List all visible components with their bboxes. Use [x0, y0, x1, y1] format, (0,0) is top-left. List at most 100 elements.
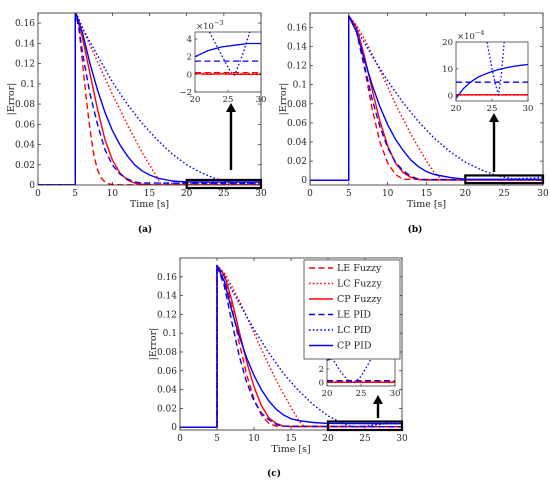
inset-y-tick-label: −2 — [179, 88, 192, 98]
y-tick-label: 0.1 — [21, 80, 35, 90]
y-tick-label: 0.1 — [293, 81, 307, 91]
panel-caption: (b) — [408, 224, 423, 235]
series-line-lc-pid — [38, 13, 261, 185]
y-tick-label: 0.08 — [15, 100, 35, 110]
x-tick-label: 5 — [214, 434, 220, 444]
series-group — [310, 15, 543, 181]
legend-label: LE Fuzzy — [337, 263, 382, 274]
inset-exponent-base: ×10 — [196, 22, 214, 32]
inset-series-line-cp-pid — [456, 63, 528, 99]
x-tick-label: 20 — [460, 189, 472, 199]
series-group — [38, 13, 261, 185]
zoom-arrow-head — [489, 113, 499, 122]
y-tick-label: 0.14 — [157, 292, 177, 302]
inset-exponent-label: ×10−4 — [457, 29, 485, 42]
inset-x-tick-label: 20 — [322, 389, 333, 399]
y-tick-label: 0.14 — [15, 39, 35, 49]
y-tick-label: 0.14 — [287, 42, 307, 52]
series-line-lc-pid — [310, 15, 543, 181]
inset-x-tick-label: 25 — [356, 389, 367, 399]
x-tick-label: 0 — [307, 189, 313, 199]
y-tick-label: 0.06 — [287, 119, 307, 129]
x-tick-label: 15 — [421, 189, 433, 199]
inset-y-tick-label: 10 — [442, 65, 453, 75]
y-tick-label: 0.02 — [157, 404, 177, 414]
y-tick-label: 0.1 — [163, 329, 177, 339]
x-tick-label: 10 — [382, 189, 394, 199]
y-tick-label: 0.16 — [287, 23, 307, 33]
x-tick-label: 30 — [255, 189, 267, 199]
legend-label: LC PID — [337, 325, 372, 336]
x-tick-label: 10 — [248, 434, 260, 444]
panel-b: 0 5 10 15 20 25 30 0 0.02 0.04 0.06 0.08 0.1 0.12 0.14… — [278, 12, 549, 235]
inset-x-tick-label: 20 — [190, 95, 201, 105]
inset-x-tick-label: 25 — [487, 104, 498, 114]
inset-exponent-power: −4 — [475, 29, 485, 37]
y-tick-label: 0.06 — [157, 367, 177, 377]
zoom-arrow-head — [373, 395, 383, 404]
inset-y-tick-label: 2 — [319, 365, 324, 375]
inset-x-tick-label: 25 — [223, 95, 234, 105]
legend-label: CP Fuzzy — [337, 294, 382, 305]
y-axis-label: |Error| — [148, 328, 159, 361]
y-tick-label: 0.04 — [287, 138, 307, 148]
panel-caption: (a) — [138, 224, 152, 235]
x-tick-label: 15 — [144, 189, 156, 199]
series-line-cp-pid — [180, 264, 402, 428]
y-tick-label: 0.12 — [157, 310, 177, 320]
zoom-region-box — [326, 420, 404, 432]
y-tick-label: 0.12 — [287, 62, 307, 72]
inset-y-tick-label: 0 — [319, 379, 324, 389]
y-tick-label: 0.12 — [15, 60, 35, 70]
inset-y-tick-label: 4 — [187, 35, 192, 45]
y-axis-label: |Error| — [278, 83, 289, 116]
y-tick-label: 0.02 — [15, 161, 35, 171]
inset-series-group — [195, 32, 261, 76]
series-line-le-fuzzy — [38, 13, 261, 185]
panel-c: 0 5 10 15 20 25 3000.020.040.060.080.10.120.14… — [148, 257, 408, 479]
inset-y-tick-label: 0 — [187, 70, 192, 80]
y-tick-label: 0 — [29, 181, 35, 191]
y-tick-label: 0 — [171, 423, 177, 433]
legend: LE Fuzzy LC Fuzzy CP Fuzzy LE PID LC PID CP P… — [303, 259, 401, 360]
y-tick-label: 0.04 — [15, 141, 35, 151]
inset-series-line-lc-pid — [327, 352, 376, 384]
x-axis-label: Time [s] — [271, 444, 310, 455]
inset-y-tick-label: 20 — [442, 38, 453, 48]
x-tick-label: 5 — [72, 189, 78, 199]
inset-series-line-cp-pid — [195, 42, 261, 58]
legend-label: LE PID — [337, 310, 371, 321]
inset-y-tick-label: 0 — [448, 92, 453, 102]
legend-box — [303, 259, 401, 360]
inset-series-line-cp-fuzzy — [195, 72, 261, 76]
legend-label: CP PID — [337, 341, 372, 352]
inset-series-line-lc-pid — [208, 32, 251, 76]
y-tick-label: 0.04 — [157, 386, 177, 396]
inset-background — [195, 32, 261, 92]
series-group — [180, 264, 402, 428]
x-tick-label: 30 — [537, 189, 549, 199]
inset-x-tick-label: 30 — [523, 104, 534, 114]
inset-axes: 20 25 30 0 10 20 ×10−4 — [442, 29, 533, 114]
inset-y-tick-label: 2 — [187, 53, 192, 63]
x-tick-label: 0 — [35, 189, 41, 199]
y-tick-label: 0.02 — [287, 157, 307, 167]
x-tick-label: 25 — [218, 189, 230, 199]
inset-exponent-base: ×10 — [457, 32, 475, 42]
x-axis-label: Time [s] — [407, 199, 446, 210]
inset-exponent-power: −3 — [214, 19, 224, 27]
x-axis-label: Time [s] — [130, 199, 169, 210]
series-line-cp-pid — [38, 13, 261, 185]
series-line-le-pid — [180, 264, 402, 428]
y-tick-label: 0.08 — [157, 348, 177, 358]
panel-a: 0 5 10 15 20 25 3000.020.040.060.080.10.120.14… — [6, 12, 267, 235]
series-line-le-pid — [310, 15, 543, 181]
x-tick-label: 0 — [177, 434, 183, 444]
x-tick-label: 10 — [107, 189, 119, 199]
x-tick-label: 15 — [285, 434, 297, 444]
x-tick-label: 30 — [396, 434, 408, 444]
series-line-cp-pid — [310, 15, 543, 181]
series-line-lc-fuzzy — [180, 264, 402, 428]
x-tick-label: 20 — [322, 434, 334, 444]
